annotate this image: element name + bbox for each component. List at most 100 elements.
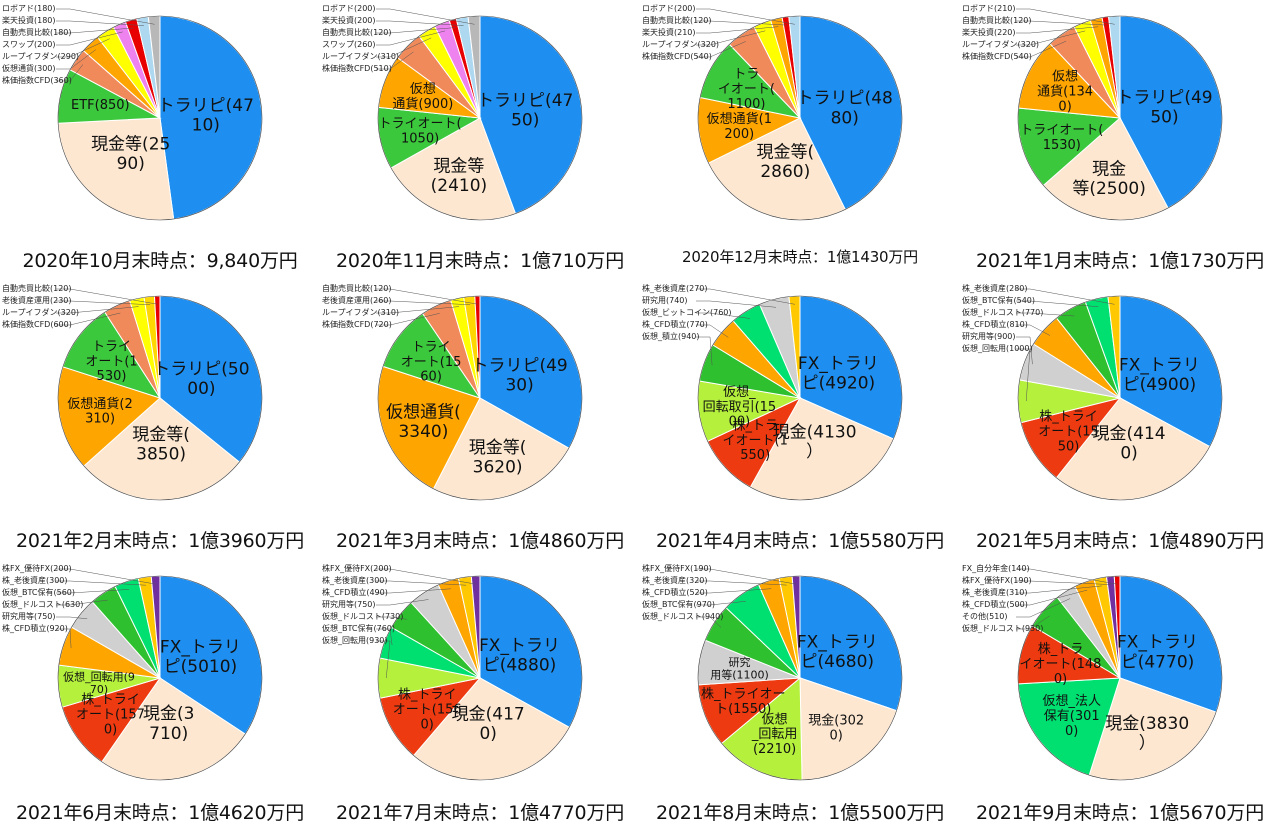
slice-label: 楽天投資(210) [642,27,696,37]
slice-label: 現金(3 710) [143,704,194,744]
leader-line [1016,589,1088,606]
leader-line [56,580,146,586]
leader-line [1016,26,1099,34]
slice-label: 楽天投資(200) [322,15,376,25]
pie-chart-panel: FX_トラリピ(4770) 現金(3830）仮想_法人保有(301 0) 株_トライオ… [960,560,1280,840]
leader-line [56,599,108,606]
slice-label: 株_トライオート(148 0) [1020,642,1102,687]
leader-line [376,8,475,25]
slice-label: 現金等(3850) [132,425,190,465]
slice-label: 株_老後資産(310) [962,587,1028,597]
slice-label: ループイフダン(310) [322,51,399,61]
pie-chart-panel: トラリピ(48 80) 現金等(2860) 仮想通貨(1 200) トライオート(1100… [640,0,960,280]
leader-line [696,580,787,586]
slice-label: 株FX_優待FX(190) [962,575,1032,585]
chart-title: 2021年4月末時点：1億5580万円 [655,530,945,552]
leader-line [376,306,460,314]
slice-label: トラリピ(50 00) [153,359,249,399]
leader-line [56,568,157,585]
slice-label: 現金(3830） [1105,714,1189,754]
leader-line [1016,324,1051,336]
pie-chart: トラリピ(49 50) 現金等(2500) トライオート(1530) 仮想通貨(134 0… [962,4,1223,221]
slice-label: その他(510) [962,611,1008,621]
slice-label: スワップ(200) [2,40,56,49]
leader-line [1016,615,1050,630]
slice-label: 現金(4130） [773,423,857,463]
slice-label: 老後資産運用(230) [2,295,72,305]
slice-label: ETF(850) [71,98,130,113]
pie-chart-panel: トラリピ(47 10) 現金等(25 90) ETF(850) ロボアド(180) 楽天投資… [0,0,320,280]
leader-line [696,616,722,628]
slice-label: スワップ(260) [322,40,376,49]
slice-label: 自動売買比較(120) [2,283,72,293]
slice-label: トラリピ(49 30) [471,356,567,396]
chart-title: 2021年3月末時点：1億4860万円 [335,530,625,552]
chart-title: 2021年5月末時点：1億4890万円 [975,530,1265,552]
slice-label: 現金等(2860) [756,143,814,183]
slice-label: 株価指数CFD(540) [642,51,712,61]
slice-label: 仮想_ドルコスト(930) [962,623,1043,633]
slice-label: 仮想_BTC保有(970) [642,599,715,609]
slice-label: FX_トラリピ(5010) [160,637,241,677]
leader-line [376,580,467,586]
slice-label: 株_老後資産(280) [962,283,1028,293]
leader-line [696,588,772,594]
leader-line [56,628,72,649]
pie-chart: トラリピ(49 30) 現金等(3620)仮想通貨(3340) トライオート(15 60… [322,283,583,501]
leader-line [56,20,144,26]
pie-chart: FX_トラリピ(5010) 現金(3 710)株_トライオート(157 0)仮想_回転… [2,563,263,781]
slice-label: 株_老後資産(320) [642,575,708,585]
leader-line [56,306,139,314]
slice-label: FX_自分年金(140) [962,563,1030,573]
leader-line [376,599,429,606]
pie-chart-panel: FX_トラリピ(5010) 現金(3 710) 株_トライオート(157 0) 仮想_回転… [0,560,320,840]
leader-line [1016,580,1112,585]
slice-label: 楽天投資(180) [2,15,56,25]
slice-label: ロボアド(200) [322,4,376,13]
pie-chart: FX_トラリピ(4680) 現金(302 0) 仮想_回転用(2210)株_トライオー… [642,563,903,781]
leader-line [376,288,478,305]
slice-label: 研究用(740) [642,295,688,305]
slice-label: 株_トライオート(157 0) [76,693,145,738]
slice-label: 現金(414 0) [1093,424,1166,464]
chart-title: 2020年10月末時点：9,840万円 [22,250,298,272]
slice-label: ループイフダン(320) [962,39,1039,49]
leader-line [1016,30,1086,46]
slice-label: ループイフダン(320) [2,307,79,317]
leader-line [376,616,407,620]
slice-label: 株FX_優待FX(200) [2,563,72,573]
slice-label: ループイフダン(310) [322,307,399,317]
leader-line [56,38,110,58]
slice-label: トラリピ(49 50) [1116,88,1212,128]
slice-label: 老後資産運用(260) [322,295,392,305]
slice-label: 仮想通貨(3340) [386,403,461,443]
leader-line [56,64,84,82]
slice-label: 株_CFD積立(500) [962,599,1028,609]
leader-line [56,49,96,70]
slice-label: 株_CFD積立(490) [322,587,388,597]
slice-label: 楽天投資(220) [962,27,1016,37]
slice-label: 株_老後資産(300) [2,575,68,585]
slice-label: トライオート(1050) [379,117,462,147]
leader-line [1016,598,1071,618]
slice-label: FX_トラリピ(4680) [797,632,878,672]
leader-line [696,324,729,338]
slice-label: 仮想_ドルコスト(940) [642,611,723,621]
pie-chart-panel: トラリピ(49 30) 現金等(3620) 仮想通貨(3340) トライオート(15 60… [320,280,640,560]
pie-chart-panel: トラリピ(49 50) 現金等(2500) トライオート(1530) 仮想通貨(134 0… [960,0,1280,280]
slice-label: 仮想_ドルコスト(630) [2,599,83,609]
slice-label: 仮想_ドルコスト(730) [322,611,403,621]
slice-label: 自動売買比較(180) [2,27,72,37]
leader-line [56,27,134,34]
leader-line [696,568,797,585]
slice-label: 現金等(25 90) [91,135,170,175]
slice-label: 現金(417 0) [452,704,525,744]
slice-label: 研究用等(900) [962,331,1016,341]
leader-line [376,51,414,70]
slice-label: 仮想_回転用(930) [322,635,388,645]
slice-label: トライオート(1100) [718,67,775,112]
slice-label: 現金等(2500) [1072,159,1146,199]
